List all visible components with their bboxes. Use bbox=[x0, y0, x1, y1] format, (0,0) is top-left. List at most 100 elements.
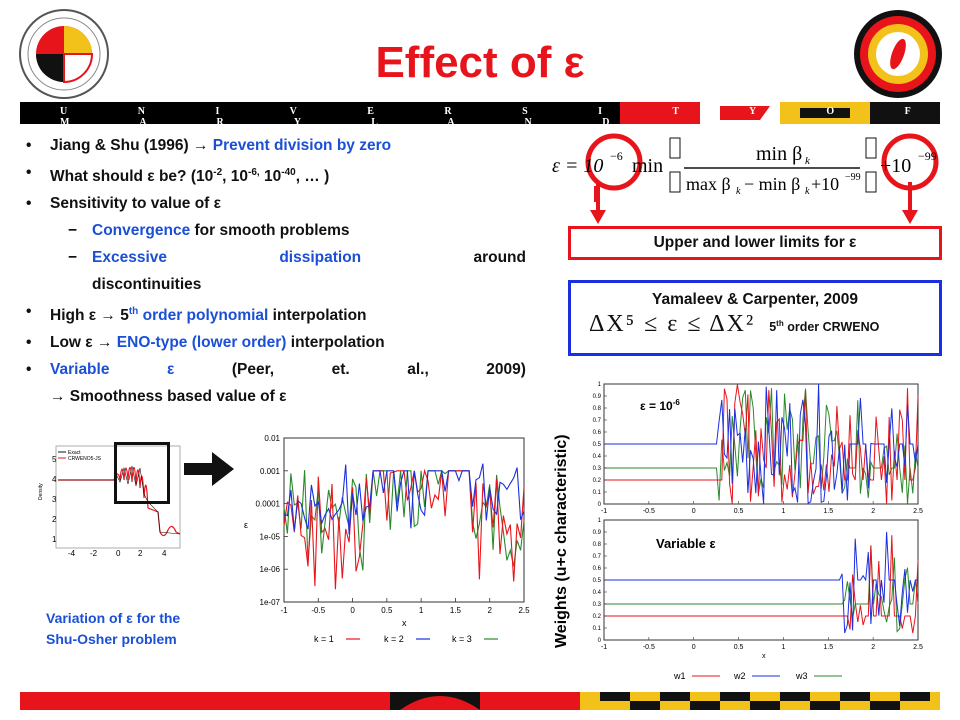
weights-ytick: 0.5 bbox=[593, 442, 602, 448]
weights-ytick: 0.3 bbox=[593, 466, 602, 472]
caption-line-2: Shu-Osher problem bbox=[46, 631, 177, 647]
eps-xtick: 0.5 bbox=[381, 606, 393, 615]
weights-xtick: 1.5 bbox=[823, 508, 833, 515]
arrow-right bbox=[900, 182, 920, 226]
header-band-text: U N I V E R S I T Y O F M A R Y L A N D bbox=[60, 106, 945, 128]
weights-xtick: 2 bbox=[871, 644, 875, 651]
svg-text:max β: max β bbox=[686, 174, 731, 194]
bullet-what-eps: • What should ε be? (10-2, 10-6, 10-40, …… bbox=[26, 164, 330, 186]
weights-ytick: 1 bbox=[598, 382, 602, 388]
arrow-left bbox=[588, 182, 608, 226]
yamaleev-formula: ΔX⁵ ≤ ε ≤ ΔX² bbox=[589, 311, 756, 337]
weights-series-line bbox=[604, 535, 919, 634]
weights-ytick: 0 bbox=[598, 638, 602, 644]
svg-text:k: k bbox=[736, 186, 741, 197]
eps-xtick: 1 bbox=[419, 606, 424, 615]
weights-ytick: 1 bbox=[598, 518, 602, 524]
eps-ytick: 0.0001 bbox=[256, 500, 281, 509]
eps-ytick: 1e-05 bbox=[260, 532, 281, 541]
weights-xtick: 0 bbox=[692, 508, 696, 515]
eps-legend-k3: k = 3 bbox=[452, 634, 472, 644]
page-title: Effect of ε bbox=[375, 38, 585, 87]
weights-ytick: 0.4 bbox=[593, 454, 602, 460]
weights-ytick: 0.7 bbox=[593, 554, 602, 560]
svg-text:-2: -2 bbox=[90, 549, 98, 558]
eps-series-line bbox=[283, 469, 525, 571]
weights-ylabel: Weights (u+c characteristic) bbox=[553, 434, 570, 648]
weights-xlabel: x bbox=[762, 653, 766, 660]
weights-ytick: 0.9 bbox=[593, 530, 602, 536]
zoom-arrow bbox=[184, 452, 234, 486]
eps-legend: k = 1 k = 2 k = 3 bbox=[314, 634, 498, 644]
eps-legend-k2: k = 2 bbox=[384, 634, 404, 644]
svg-text:−99: −99 bbox=[845, 172, 861, 183]
weights-xtick: 2.5 bbox=[913, 644, 923, 651]
eps-formula: ε = 10 −6 min min β k max β k − min β k … bbox=[548, 132, 952, 346]
gessow-logo bbox=[852, 8, 944, 100]
svg-text:1: 1 bbox=[52, 535, 57, 544]
yamaleev-title: Yamaleev & Carpenter, 2009 bbox=[652, 291, 858, 308]
weights-xtick: -0.5 bbox=[643, 508, 655, 515]
weights-series-line bbox=[604, 545, 919, 633]
caption-line-1: Variation of ε for the bbox=[46, 610, 181, 626]
eps-xtick: 1.5 bbox=[450, 606, 462, 615]
eps-ytick: 0.001 bbox=[260, 467, 281, 476]
weights-top-label: ε = 10-6 bbox=[640, 398, 680, 413]
eps-xtick: 2.5 bbox=[518, 606, 530, 615]
eps-xlabel: x bbox=[402, 618, 407, 628]
weights-xtick: 0 bbox=[692, 644, 696, 651]
bullet-low-eps: • Low ε → ENO-type (lower order) interpol… bbox=[26, 334, 385, 352]
svg-text:+10: +10 bbox=[811, 174, 839, 194]
weights-plot: Weights (u+c characteristic) 0 0.1 0.2 0.3 0… bbox=[544, 378, 944, 688]
weights-xtick: 0.5 bbox=[734, 644, 744, 651]
svg-text:-4: -4 bbox=[68, 549, 76, 558]
density-inset: Exact CRWENO5-JS Density 5 4 3 2 1 -4 -2 0 2 4 bbox=[38, 438, 184, 564]
weights-xtick: -0.5 bbox=[643, 644, 655, 651]
svg-text:+10: +10 bbox=[880, 155, 911, 177]
weights-ytick: 0.1 bbox=[593, 626, 602, 632]
weights-ytick: 0.2 bbox=[593, 614, 602, 620]
weights-ytick: 0.8 bbox=[593, 542, 602, 548]
eps-xtick: 2 bbox=[487, 606, 492, 615]
eps-series-line bbox=[283, 463, 525, 535]
bullet-jiang-shu: • Jiang & Shu (1996) → Prevent division b… bbox=[26, 137, 392, 154]
svg-text:min: min bbox=[632, 155, 663, 177]
svg-text:4: 4 bbox=[52, 475, 57, 484]
weights-xtick: 1 bbox=[781, 508, 785, 515]
weights-xtick: 2.5 bbox=[913, 508, 923, 515]
weights-ytick: 0.9 bbox=[593, 394, 602, 400]
header-band bbox=[20, 100, 940, 126]
svg-text:4: 4 bbox=[162, 549, 167, 558]
yamaleev-note: 5th order CRWENO bbox=[769, 318, 880, 334]
weights-series-line bbox=[604, 531, 918, 634]
yamaleev-box: Yamaleev & Carpenter, 2009 ΔX⁵ ≤ ε ≤ ΔX²… bbox=[568, 280, 942, 356]
weights-ytick: 0.2 bbox=[593, 478, 602, 484]
eps-xtick: 0 bbox=[350, 606, 355, 615]
svg-text:CRWENO5-JS: CRWENO5-JS bbox=[68, 456, 102, 462]
weights-ytick: 0.3 bbox=[593, 602, 602, 608]
weights-ytick: 0.7 bbox=[593, 418, 602, 424]
svg-text:Exact: Exact bbox=[68, 450, 81, 456]
eps-xtick: -1 bbox=[280, 606, 288, 615]
weights-ytick: 0.1 bbox=[593, 490, 602, 496]
eps-plot: ε x 0.01 0.001 0.0001 1e-05 1e-06 1e-07 -1 -0.… bbox=[236, 430, 536, 652]
eps-xtick: -0.5 bbox=[311, 606, 325, 615]
weights-xtick: 1 bbox=[781, 644, 785, 651]
eps-ytick: 1e-07 bbox=[260, 598, 281, 607]
weights-xtick: 2 bbox=[871, 508, 875, 515]
sub-bullet-dissipation: − Excessive dissipation around discontinuiti… bbox=[68, 249, 526, 294]
svg-text:Density: Density bbox=[38, 483, 44, 500]
weights-ytick: 0.4 bbox=[593, 590, 602, 596]
weights-xtick: -1 bbox=[601, 644, 607, 651]
weights-bottom-label: Variable ε bbox=[656, 536, 716, 551]
svg-text:2: 2 bbox=[52, 515, 57, 524]
umd-logo bbox=[18, 8, 110, 100]
svg-text:0: 0 bbox=[116, 549, 121, 558]
svg-text:min β: min β bbox=[756, 143, 802, 165]
bullet-variable-eps: • Variable ε (Peer, et. al., 2009) → Smoothness… bbox=[26, 361, 526, 406]
zoom-box bbox=[114, 442, 170, 504]
svg-text:−6: −6 bbox=[610, 149, 623, 163]
bullet-list: • Jiang & Shu (1996) → Prevent division b… bbox=[26, 132, 526, 410]
svg-text:5: 5 bbox=[52, 455, 57, 464]
footer-band bbox=[20, 688, 940, 714]
